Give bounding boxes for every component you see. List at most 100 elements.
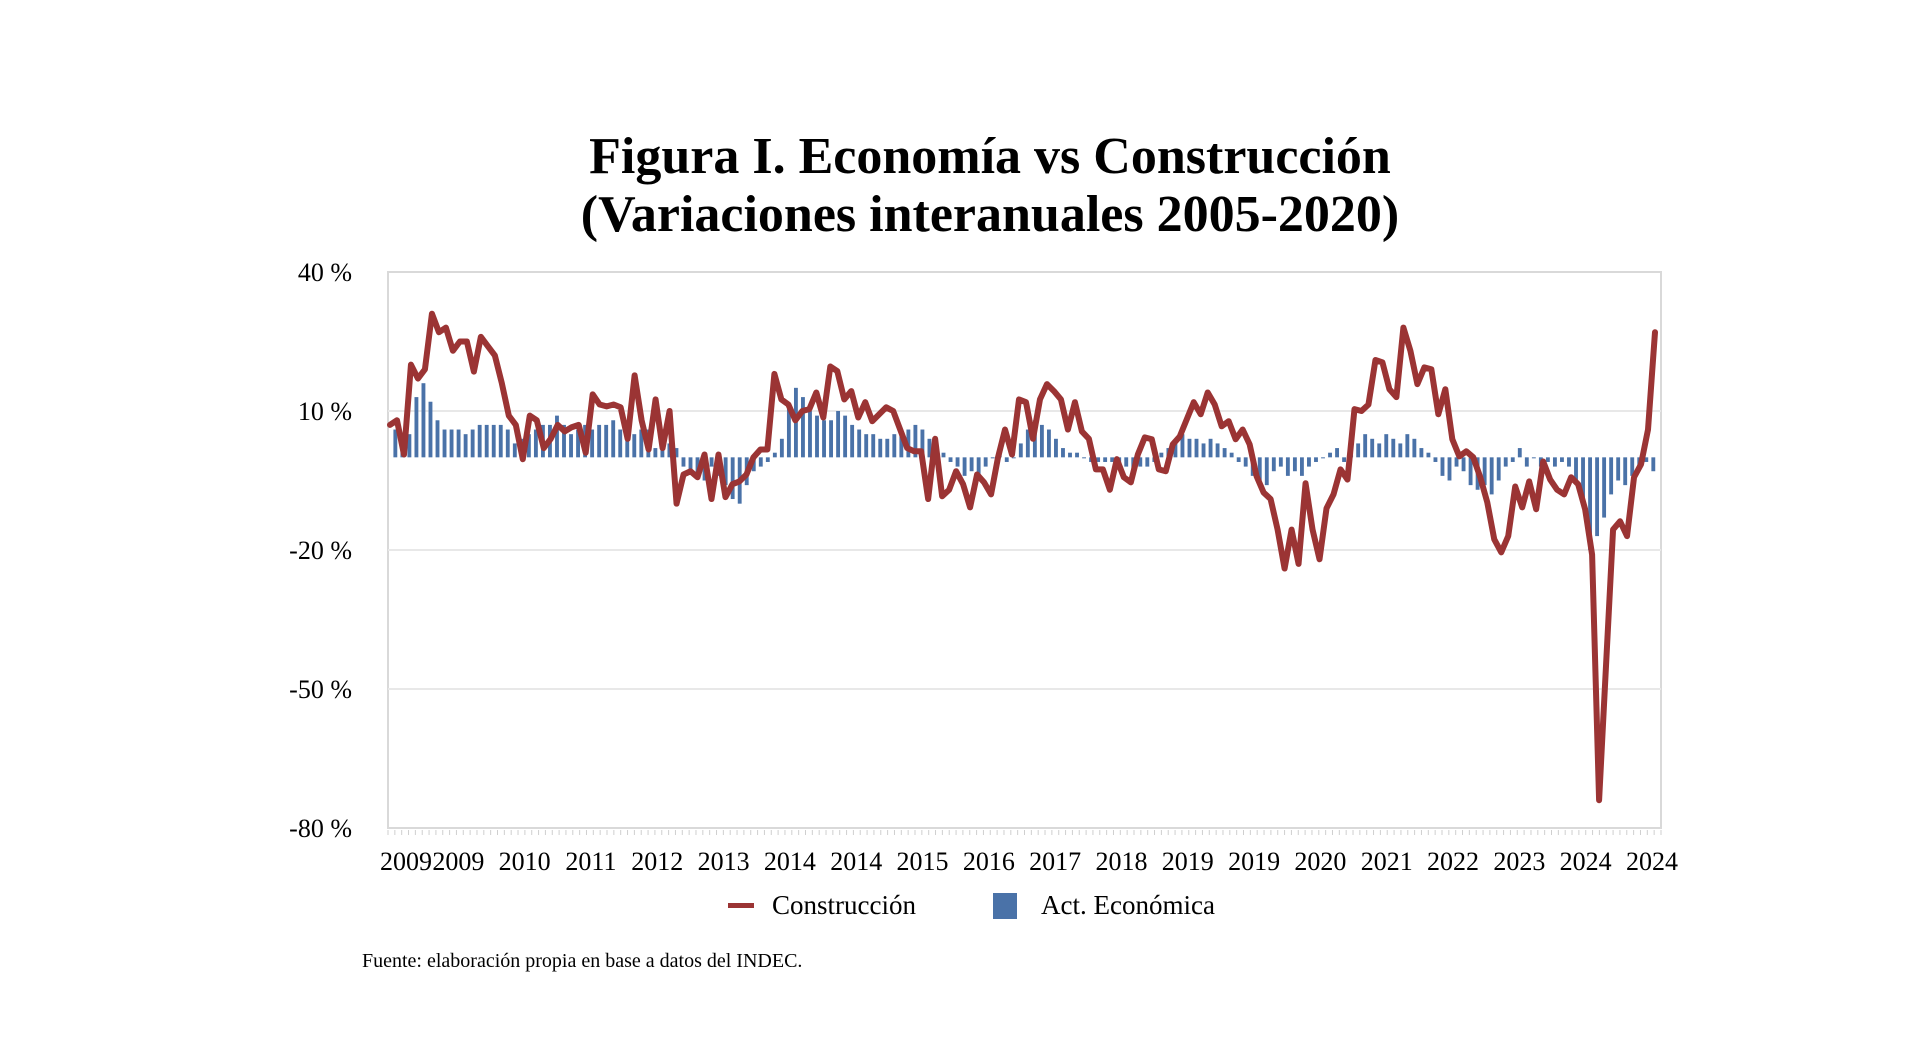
bar bbox=[1018, 443, 1023, 458]
source-note: Fuente: elaboración propia en base a dat… bbox=[362, 950, 803, 972]
bar bbox=[1321, 457, 1325, 459]
legend-item-act-economica: Act. Económica bbox=[993, 890, 1215, 921]
bar bbox=[590, 429, 595, 458]
bar bbox=[1581, 457, 1585, 504]
x-tick-label: 2019 bbox=[1228, 847, 1280, 876]
y-tick-label: 10 % bbox=[298, 397, 352, 426]
bar bbox=[1054, 438, 1058, 458]
legend-box-swatch bbox=[993, 892, 1017, 919]
bar bbox=[653, 448, 658, 458]
bar bbox=[779, 438, 784, 458]
x-tick-label: 2022 bbox=[1427, 847, 1479, 876]
bar bbox=[836, 411, 841, 458]
bar bbox=[723, 457, 728, 486]
bar bbox=[1412, 438, 1417, 458]
bar bbox=[1342, 457, 1347, 462]
bar bbox=[1096, 457, 1101, 462]
bar bbox=[758, 457, 763, 467]
bar bbox=[892, 434, 897, 458]
bar bbox=[822, 420, 826, 458]
bar bbox=[885, 438, 890, 458]
x-tick-label: 2021 bbox=[1361, 847, 1413, 876]
bar bbox=[1560, 457, 1564, 462]
x-tick-label: 2017 bbox=[1029, 847, 1081, 876]
bar bbox=[639, 429, 644, 458]
x-tick-label: 2014 bbox=[764, 847, 816, 876]
bar bbox=[1173, 443, 1178, 458]
bar bbox=[899, 434, 904, 458]
bar bbox=[1552, 457, 1557, 467]
bar bbox=[1454, 457, 1459, 467]
bar bbox=[1630, 457, 1635, 476]
x-tick-label: 2014 bbox=[830, 847, 882, 876]
x-tick-label: 2011 bbox=[565, 847, 616, 876]
gridlines bbox=[387, 271, 1662, 829]
bar bbox=[1314, 457, 1318, 462]
x-tick-label: 2016 bbox=[963, 847, 1015, 876]
bar bbox=[428, 401, 433, 458]
bar bbox=[611, 420, 616, 458]
x-tick-label: 2010 bbox=[499, 847, 551, 876]
bar bbox=[681, 457, 686, 467]
line-series-construccion bbox=[387, 310, 1658, 804]
bar bbox=[1222, 448, 1227, 458]
bar bbox=[1208, 438, 1213, 458]
bar bbox=[801, 397, 805, 458]
bar bbox=[1574, 457, 1578, 481]
x-tick-label: 2015 bbox=[897, 847, 949, 876]
bar bbox=[498, 424, 503, 458]
construccion-line bbox=[387, 310, 1658, 804]
bar bbox=[1110, 457, 1115, 462]
bar bbox=[786, 406, 791, 458]
y-tick-label: -50 % bbox=[289, 675, 352, 704]
bar bbox=[407, 434, 412, 458]
bar bbox=[1356, 443, 1361, 458]
bar bbox=[1011, 457, 1016, 459]
x-axis-ticks: 2009 2009 2010 2011 2012 2013 2014 2014 2015 2016… bbox=[380, 830, 1678, 876]
bar bbox=[765, 457, 770, 462]
bar bbox=[562, 424, 566, 458]
bar bbox=[815, 415, 819, 458]
bar bbox=[463, 434, 468, 458]
x-tick-label: 2019 bbox=[1162, 847, 1214, 876]
bar bbox=[1236, 457, 1241, 462]
bar bbox=[927, 438, 932, 458]
y-axis-ticks: 40 % 10 % -20 % -50 % -80 % bbox=[289, 258, 352, 843]
bar bbox=[1039, 424, 1044, 458]
bar bbox=[913, 424, 918, 458]
bar bbox=[941, 452, 946, 458]
legend-label: Construcción bbox=[772, 890, 916, 920]
bar bbox=[533, 429, 538, 458]
bar bbox=[435, 420, 440, 458]
bar bbox=[674, 448, 679, 458]
bar bbox=[456, 429, 461, 458]
bar bbox=[1510, 457, 1515, 462]
bar bbox=[576, 429, 580, 458]
x-tick-label: 2024 bbox=[1626, 847, 1678, 876]
bar bbox=[1391, 438, 1396, 458]
x-tick-label: 2009 bbox=[432, 847, 484, 876]
bar bbox=[1531, 457, 1536, 459]
bar bbox=[1285, 457, 1290, 476]
bar bbox=[1644, 457, 1649, 462]
bar bbox=[871, 434, 876, 458]
bar bbox=[688, 457, 693, 472]
bar bbox=[1025, 429, 1030, 458]
bar bbox=[829, 420, 833, 458]
bar bbox=[414, 397, 419, 458]
bar bbox=[1440, 457, 1445, 476]
y-tick-label: -20 % bbox=[289, 536, 352, 565]
bar bbox=[1278, 457, 1283, 467]
bar bbox=[1004, 457, 1009, 462]
bar bbox=[920, 429, 925, 458]
bar bbox=[1517, 448, 1522, 458]
bar bbox=[1082, 457, 1086, 459]
bar bbox=[512, 443, 517, 458]
bar bbox=[1524, 457, 1529, 467]
chart-title-line1: Figura I. Economía vs Construcción bbox=[589, 128, 1391, 185]
bar bbox=[730, 457, 735, 500]
bar bbox=[470, 429, 475, 458]
bar bbox=[1370, 438, 1375, 458]
bar bbox=[1138, 457, 1143, 467]
